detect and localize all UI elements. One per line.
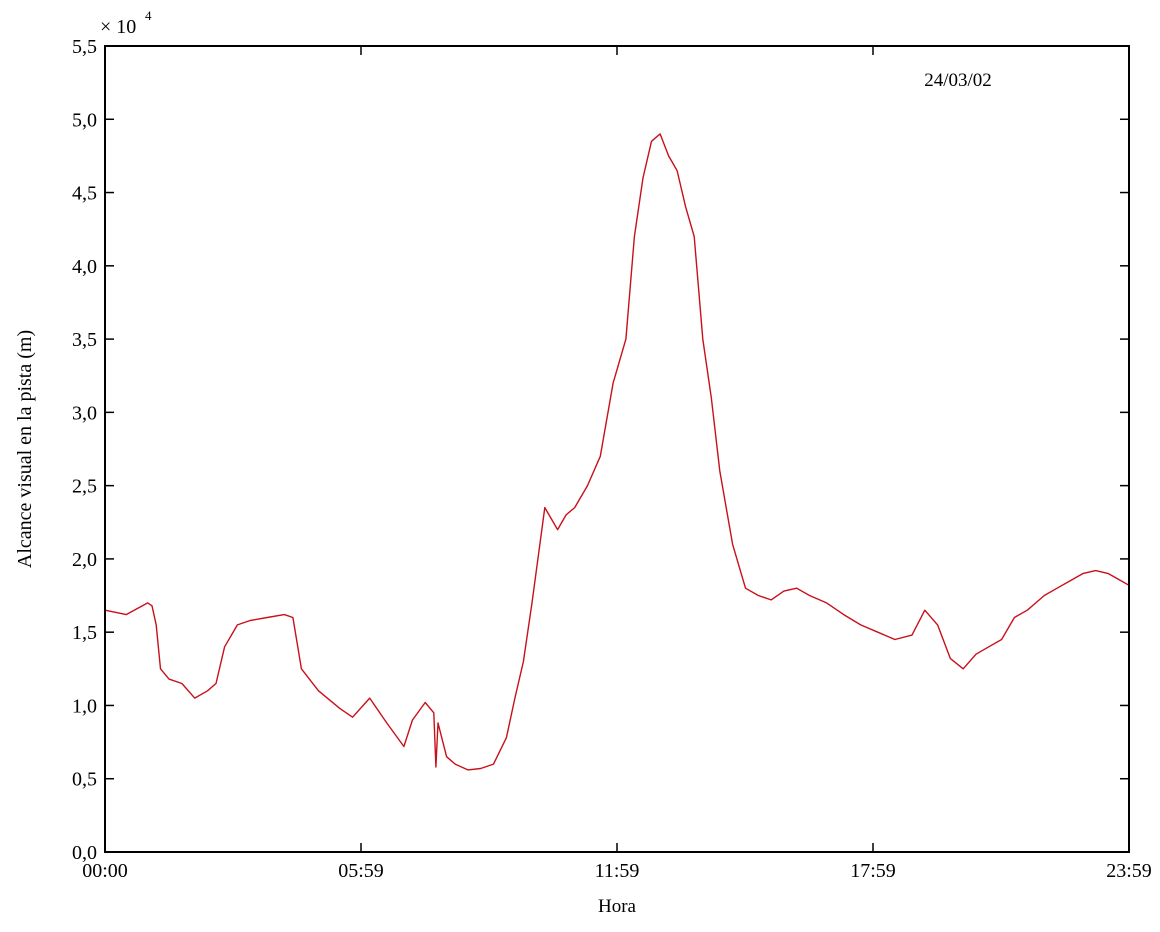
y-tick-label: 2,0	[72, 549, 97, 571]
x-tick-labels: 00:00 05:59 11:59 17:59 23:59	[82, 860, 1152, 882]
y-tick-label: 1,0	[72, 695, 97, 717]
x-tick-label: 11:59	[595, 860, 640, 882]
x-tick-label: 17:59	[850, 860, 896, 882]
x-tick-label: 05:59	[338, 860, 384, 882]
y-tick-label: 4,5	[72, 183, 97, 205]
plot-frame	[104, 45, 1130, 853]
y-tick-label: 4,0	[72, 256, 97, 278]
x-tick-label: 23:59	[1106, 860, 1152, 882]
y-tick-label: 0,5	[72, 769, 97, 791]
x-axis-label: Hora	[598, 896, 637, 917]
y-tick-label: 5,0	[72, 109, 97, 131]
y-tick-label: 2,5	[72, 476, 97, 498]
date-annotation: 24/03/02	[924, 70, 992, 91]
y-multiplier-label: × 10	[100, 16, 136, 38]
y-tick-label: 1,5	[72, 622, 97, 644]
y-tick-label: 3,5	[72, 329, 97, 351]
y-tick-labels: 0,0 0,5 1,0 1,5 2,0 2,5 3,0 3,5 4,0 4,5 5,0 5,5	[72, 36, 97, 864]
y-tick-label: 3,0	[72, 402, 97, 424]
y-tick-label: 0,0	[72, 842, 97, 864]
series-line	[104, 133, 1130, 771]
x-tick-label: 00:00	[82, 860, 128, 882]
y-axis-label: Alcance visual en la pista (m)	[14, 330, 36, 568]
y-multiplier-exponent: 4	[145, 8, 152, 23]
axis-ticks	[104, 45, 1130, 853]
y-tick-label: 5,5	[72, 36, 97, 58]
